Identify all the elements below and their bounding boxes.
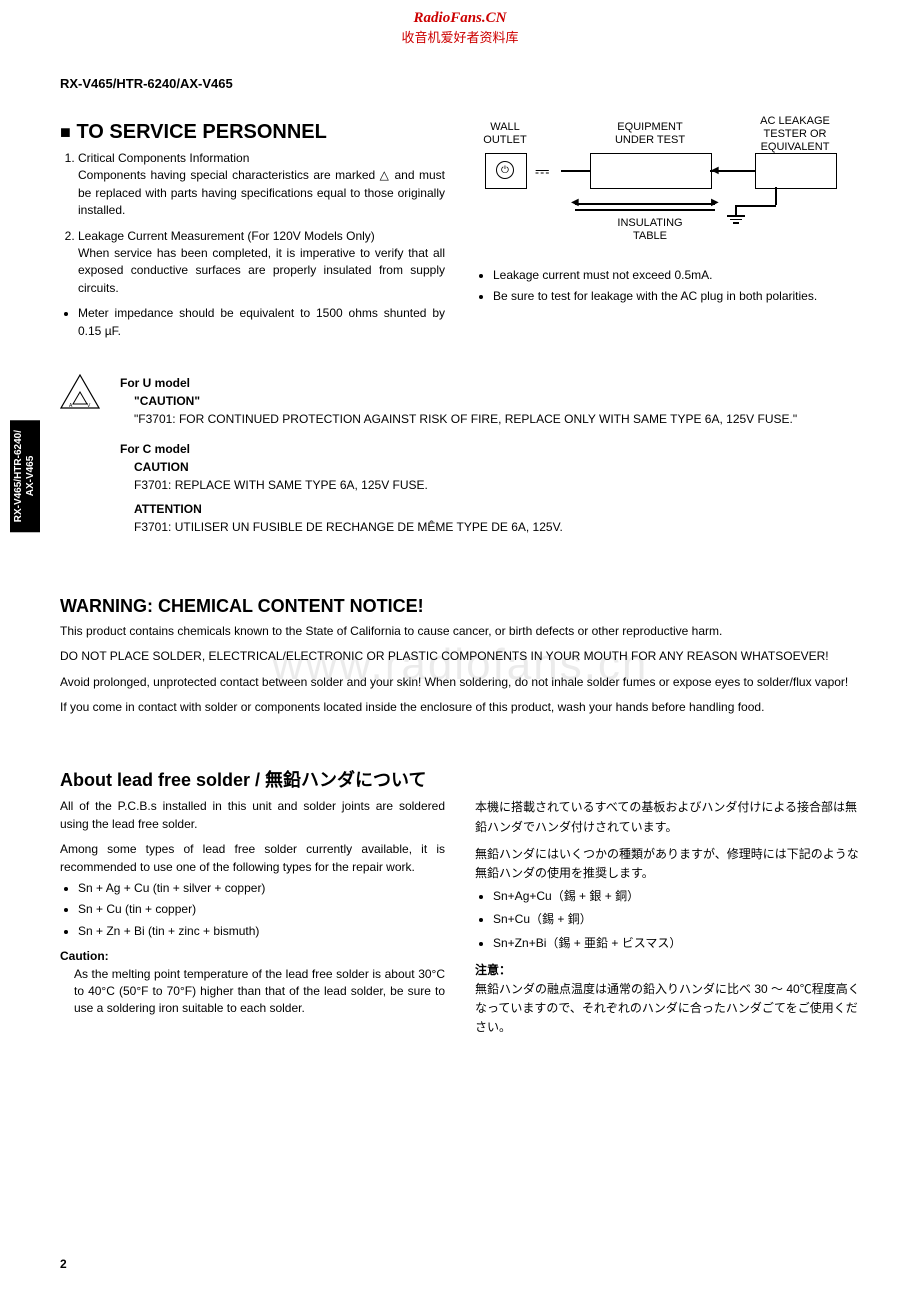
bullet-item: Meter impedance should be equivalent to …: [78, 305, 445, 340]
solder-jp-p1: 本機に搭載されているすべての基板およびハンダ付けによる接合部は無鉛ハンダでハンダ…: [475, 798, 860, 836]
service-heading-text: TO SERVICE PERSONNEL: [76, 121, 326, 143]
model-line: RX-V465/HTR-6240/AX-V465: [60, 76, 860, 91]
dia-line: [775, 187, 777, 205]
dia-line: [561, 170, 590, 172]
u-caution-label: "CAUTION": [120, 392, 860, 410]
right-bullets: Leakage current must not exceed 0.5mA. B…: [475, 267, 860, 306]
list-item: Sn+Ag+Cu（錫 + 銀 + 銅）: [493, 887, 860, 906]
list-item: Leakage Current Measurement (For 120V Mo…: [78, 228, 445, 298]
page: RX-V465/HTR-6240/AX-V465 RadioFans.CN 收音…: [0, 0, 920, 1301]
arrow-icon: ◀: [571, 197, 579, 208]
equipment-box: [590, 153, 712, 189]
c-attention-label: ATTENTION: [120, 500, 860, 518]
c-attention-body: F3701: UTILISER UN FUSIBLE DE RECHANGE D…: [120, 518, 860, 536]
solder-heading: About lead free solder / 無鉛ハンダについて: [60, 766, 860, 792]
item-body: When service has been completed, it is i…: [78, 246, 445, 295]
item-title: Leakage Current Measurement (For 120V Mo…: [78, 229, 375, 243]
warning-p2: DO NOT PLACE SOLDER, ELECTRICAL/ELECTRON…: [60, 648, 860, 665]
bullet-item: Be sure to test for leakage with the AC …: [493, 288, 860, 305]
list-item: Sn+Cu（錫 + 銅）: [493, 910, 860, 929]
bullet-item: Leakage current must not exceed 0.5mA.: [493, 267, 860, 284]
service-heading: ■ TO SERVICE PERSONNEL: [60, 121, 445, 144]
dia-line: [575, 203, 715, 205]
list-item: Sn + Cu (tin + copper): [78, 901, 445, 918]
wall-outlet-box: ⏻: [485, 153, 527, 189]
solder-jp-caution-h: 注意：: [475, 961, 860, 980]
solder-jp-caution: 無鉛ハンダの融点温度は通常の鉛入りハンダに比べ 30 ～ 40℃程度高くなってい…: [475, 980, 860, 1038]
u-model-title: For U model: [120, 374, 860, 392]
warning-p4: If you come in contact with solder or co…: [60, 699, 860, 716]
solder-en-caution: As the melting point temperature of the …: [60, 966, 445, 1018]
u-caution-body: "F3701: FOR CONTINUED PROTECTION AGAINST…: [120, 410, 860, 428]
warning-p1: This product contains chemicals known to…: [60, 623, 860, 640]
dia-label-insulating: INSULATINGTABLE: [605, 217, 695, 243]
dia-label-tester: AC LEAKAGETESTER OREQUIVALENT: [745, 115, 845, 155]
list-item: Critical Components Information Componen…: [78, 150, 445, 220]
square-icon: ■: [60, 122, 71, 142]
side-tab: RX-V465/HTR-6240/AX-V465: [10, 420, 40, 532]
solder-section: All of the P.C.B.s installed in this uni…: [60, 798, 860, 1037]
page-number: 2: [60, 1257, 67, 1271]
c-caution-body: F3701: REPLACE WITH SAME TYPE 6A, 125V F…: [120, 476, 860, 494]
header: RadioFans.CN 收音机爱好者资料库: [60, 10, 860, 46]
dia-line: [575, 209, 715, 211]
c-model-title: For C model: [120, 440, 860, 458]
warning-p3: Avoid prolonged, unprotected contact bet…: [60, 674, 860, 691]
solder-jp-list: Sn+Ag+Cu（錫 + 銀 + 銅） Sn+Cu（錫 + 銅） Sn+Zn+B…: [475, 887, 860, 953]
solder-en-p1: All of the P.C.B.s installed in this uni…: [60, 798, 445, 833]
service-section: ■ TO SERVICE PERSONNEL Critical Componen…: [60, 121, 860, 344]
solder-en-list: Sn + Ag + Cu (tin + silver + copper) Sn …: [60, 880, 445, 940]
left-bullets: Meter impedance should be equivalent to …: [60, 305, 445, 340]
item-body: Components having special characteristic…: [78, 168, 445, 217]
tester-box: [755, 153, 837, 189]
arrow-icon: ◀: [711, 165, 719, 176]
service-list: Critical Components Information Componen…: [60, 150, 445, 297]
header-site: RadioFans.CN: [60, 10, 860, 27]
ground-icon: [727, 215, 745, 224]
caution-block: A V For U model "CAUTION" "F3701: FOR CO…: [60, 374, 860, 536]
caution-body: For U model "CAUTION" "F3701: FOR CONTIN…: [120, 374, 860, 536]
list-item: Sn + Zn + Bi (tin + zinc + bismuth): [78, 923, 445, 940]
leakage-diagram: WALLOUTLET EQUIPMENTUNDER TEST AC LEAKAG…: [475, 121, 860, 261]
header-sub: 收音机爱好者资料库: [60, 27, 860, 46]
dia-line: [735, 205, 737, 215]
solder-jp-p2: 無鉛ハンダにはいくつかの種類がありますが、修理時には下記のような無鉛ハンダの使用…: [475, 845, 860, 883]
c-caution-label: CAUTION: [120, 458, 860, 476]
dia-line: [735, 205, 776, 207]
warning-triangle-icon: A V: [60, 374, 100, 536]
list-item: Sn + Ag + Cu (tin + silver + copper): [78, 880, 445, 897]
dia-label-wall: WALLOUTLET: [475, 121, 535, 147]
dia-label-equip: EQUIPMENTUNDER TEST: [605, 121, 695, 147]
solder-en-p2: Among some types of lead free solder cur…: [60, 841, 445, 876]
plug-connector-icon: ⎓: [535, 161, 549, 182]
arrow-icon: ▶: [711, 197, 719, 208]
item-title: Critical Components Information: [78, 151, 249, 165]
plug-icon: ⏻: [496, 161, 514, 179]
warning-heading: WARNING: CHEMICAL CONTENT NOTICE!: [60, 596, 860, 617]
solder-en-caution-h: Caution:: [60, 948, 445, 965]
list-item: Sn+Zn+Bi（錫 + 亜鉛 + ビスマス）: [493, 934, 860, 953]
